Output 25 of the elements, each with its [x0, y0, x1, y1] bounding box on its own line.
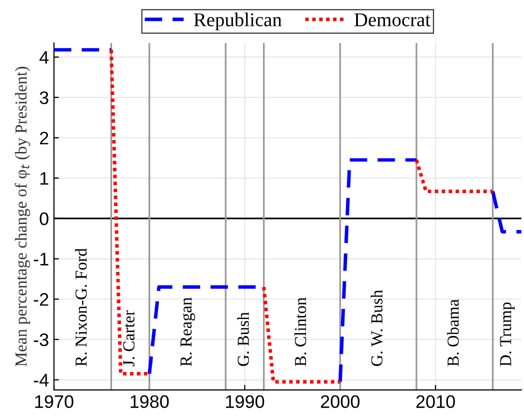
- annotation: B. Obama: [447, 299, 459, 366]
- y-tick-label: -3: [34, 333, 48, 346]
- y-tick-label: 2: [40, 132, 48, 144]
- y-tick-label: 3: [40, 91, 48, 104]
- legend-label: Democrat: [354, 13, 430, 26]
- annotation: R. Reagan: [180, 297, 196, 366]
- y-tick-label: 4: [39, 51, 49, 64]
- y-tick-label: -1: [34, 252, 48, 266]
- legend-label: Republican: [194, 12, 282, 30]
- y-axis-title: Mean percentage change of φ$_{t}$ (by President): [14, 66, 30, 366]
- x-tick-label: 1980: [130, 395, 169, 408]
- annotation: J. Carter: [123, 310, 135, 366]
- y-tick-label: 0: [40, 212, 48, 226]
- annotation: R. Nixon-G. Ford: [75, 248, 87, 366]
- x-tick-label: 2000: [320, 395, 360, 408]
- annotation: B. Clinton: [294, 297, 306, 366]
- x-tick-label: 1970: [35, 395, 74, 408]
- annotation: G. W. Bush: [370, 290, 383, 366]
- annotation: D. Trump: [500, 302, 515, 366]
- x-tick-label: 1990: [226, 395, 264, 408]
- y-tick-label: -4: [34, 374, 49, 386]
- y-tick-label: 1: [40, 172, 48, 185]
- x-tick-label: 2010: [416, 395, 455, 408]
- y-tick-label: -2: [34, 293, 48, 306]
- annotation: G. Bush: [237, 312, 249, 366]
